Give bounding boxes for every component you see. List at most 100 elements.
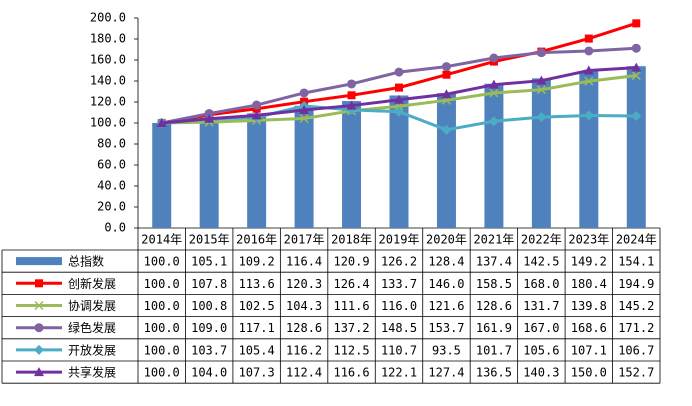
table-cell: 111.6 [333,299,369,313]
table-cell: 120.3 [286,277,322,291]
x-tick-label: 2024年 [616,233,657,247]
bar [294,105,314,228]
table-cell: 131.7 [523,299,559,313]
table-cell: 126.4 [333,277,369,291]
marker [204,109,214,119]
table-cell: 128.6 [286,321,322,335]
table-cell: 168.6 [571,321,607,335]
marker [347,91,356,100]
marker [536,75,547,85]
y-tick-label: 60.0 [97,158,126,172]
table-cell: 102.5 [239,299,275,313]
y-tick-label: 20.0 [97,200,126,214]
marker [34,367,44,377]
table-cell: 137.4 [476,255,512,269]
table-cell: 100.0 [144,255,180,269]
legend-label: 开放发展 [68,342,116,357]
table-cell: 121.6 [428,299,464,313]
x-tick-label: 2015年 [189,233,230,247]
marker [35,279,43,288]
y-tick-label: 100.0 [90,116,126,130]
table-cell: 100.0 [144,299,180,313]
y-tick-label: 160.0 [90,53,126,67]
marker [347,79,357,89]
table-cell: 126.2 [381,255,417,269]
marker [441,89,452,99]
x-tick-label: 2014年 [141,233,182,247]
table-cell: 100.0 [144,366,180,380]
marker [299,88,309,98]
marker [632,19,641,28]
marker [584,76,594,86]
table-cell: 180.4 [571,277,607,291]
table-cell: 116.2 [286,343,322,357]
marker [395,83,403,92]
table-cell: 110.7 [381,343,417,357]
legend-label: 创新发展 [68,276,116,291]
table-cell: 105.1 [191,255,227,269]
table-cell: 149.2 [571,255,607,269]
marker [583,65,594,75]
table-cell: 161.9 [476,321,512,335]
table-cell: 105.4 [239,343,275,357]
table-cell: 107.1 [571,343,607,357]
legend-key [16,257,62,266]
x-tick-label: 2017年 [284,233,325,247]
marker [488,116,499,127]
x-tick-label: 2019年 [379,233,420,247]
table-cell: 136.5 [476,366,512,380]
legend-label: 共享发展 [68,365,116,380]
marker [251,110,262,120]
table-cell: 104.0 [191,366,227,380]
legend-label: 绿色发展 [68,320,116,335]
marker [252,100,262,110]
marker [346,100,357,110]
marker [583,110,594,121]
marker [394,106,404,117]
table-cell: 100.8 [191,299,227,313]
table-cell: 117.1 [239,321,275,335]
table-cell: 150.0 [571,366,607,380]
x-tick-label: 2021年 [473,233,514,247]
bar [579,71,599,228]
marker [34,344,44,355]
y-tick-label: 180.0 [90,32,126,46]
table-cell: 109.2 [239,255,275,269]
table-cell: 127.4 [428,366,464,380]
table-cell: 106.7 [618,343,654,357]
bar [199,117,219,228]
table-cell: 107.3 [239,366,275,380]
marker [631,71,641,81]
table-cell: 146.0 [428,277,464,291]
marker [299,113,309,124]
marker [631,62,642,72]
marker [34,300,44,311]
table-cell: 105.6 [523,343,559,357]
x-tick-label: 2020年 [426,233,467,247]
table-cell: 112.5 [333,343,369,357]
bar [152,123,172,228]
marker [441,62,451,72]
marker [584,34,593,43]
marker [631,110,642,121]
table-cell: 104.3 [286,299,322,313]
table-cell: 171.2 [618,321,654,335]
marker [394,67,404,77]
table-cell: 139.8 [571,299,607,313]
y-tick-label: 40.0 [97,179,126,193]
table-cell: 113.6 [239,277,275,291]
table-cell: 100.0 [144,321,180,335]
x-tick-label: 2018年 [331,233,372,247]
table-cell: 116.4 [286,255,322,269]
table-cell: 116.6 [333,366,369,380]
table-cell: 116.0 [381,299,417,313]
table-cell: 142.5 [523,255,559,269]
x-tick-label: 2016年 [236,233,277,247]
y-tick-label: 0.0 [104,221,126,235]
marker [536,85,546,95]
marker [394,94,404,104]
table-cell: 120.9 [333,255,369,269]
table-cell: 133.7 [381,277,417,291]
marker [631,43,641,53]
